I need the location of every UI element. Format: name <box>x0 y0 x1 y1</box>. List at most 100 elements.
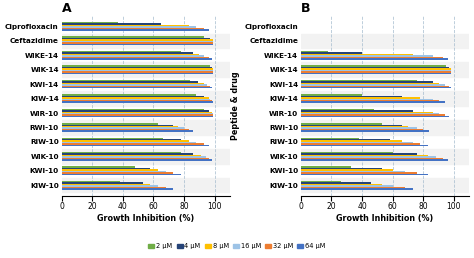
Bar <box>62 159 212 161</box>
Bar <box>62 101 213 103</box>
Bar <box>301 81 432 83</box>
Bar <box>62 51 181 52</box>
Bar <box>301 149 469 164</box>
Bar <box>62 174 181 175</box>
Y-axis label: Peptide & drug: Peptide & drug <box>0 71 1 140</box>
Bar <box>62 39 213 41</box>
Bar <box>301 172 417 174</box>
Bar <box>62 127 184 129</box>
Bar <box>62 152 181 154</box>
Bar <box>62 155 201 156</box>
Bar <box>301 86 449 87</box>
Bar <box>62 55 204 57</box>
Bar <box>62 110 209 111</box>
Bar <box>301 126 408 127</box>
Bar <box>301 184 382 185</box>
Bar <box>62 145 209 146</box>
Bar <box>301 178 469 192</box>
Bar <box>62 129 189 130</box>
Bar <box>301 51 328 52</box>
Bar <box>62 143 204 145</box>
Bar <box>62 182 143 184</box>
Bar <box>301 54 412 55</box>
Bar <box>62 154 193 155</box>
Y-axis label: Peptide & drug: Peptide & drug <box>231 71 240 140</box>
Bar <box>301 185 392 187</box>
Bar <box>301 171 405 172</box>
Bar <box>301 96 402 97</box>
Bar <box>301 34 469 48</box>
Bar <box>301 110 412 111</box>
Bar <box>62 96 204 97</box>
Bar <box>301 182 371 184</box>
Bar <box>301 155 428 156</box>
Bar <box>301 174 428 175</box>
Bar <box>301 130 429 132</box>
Bar <box>301 91 469 106</box>
Bar <box>301 166 351 168</box>
Bar <box>62 178 230 192</box>
Bar <box>62 72 213 74</box>
Bar <box>301 187 405 188</box>
X-axis label: Growth Inhibition (%): Growth Inhibition (%) <box>97 214 194 223</box>
Bar <box>62 86 210 87</box>
Bar <box>301 67 449 68</box>
Bar <box>62 120 230 135</box>
Bar <box>301 181 341 182</box>
Bar <box>301 156 436 158</box>
Bar <box>301 101 445 103</box>
Bar <box>301 113 438 114</box>
Bar <box>301 145 428 146</box>
Bar <box>301 62 469 77</box>
Bar <box>62 141 189 142</box>
Bar <box>62 71 213 72</box>
Bar <box>62 171 166 172</box>
Bar <box>62 170 158 171</box>
Bar <box>62 22 118 23</box>
Bar <box>62 168 150 169</box>
Bar <box>301 125 402 126</box>
Bar <box>62 52 193 54</box>
Bar <box>62 87 212 88</box>
Bar <box>62 166 135 168</box>
Bar <box>301 143 420 145</box>
Bar <box>62 112 212 113</box>
Bar <box>301 142 412 143</box>
Bar <box>301 70 451 71</box>
Bar <box>62 67 212 68</box>
Bar <box>62 100 212 101</box>
Bar <box>301 68 451 70</box>
Bar <box>62 80 190 81</box>
Bar <box>301 94 362 96</box>
Bar <box>62 81 198 83</box>
Bar <box>62 68 213 70</box>
Bar <box>62 58 212 60</box>
Bar <box>62 116 213 117</box>
Bar <box>62 44 213 45</box>
Bar <box>301 97 420 99</box>
Bar <box>301 115 445 116</box>
Bar <box>62 142 196 143</box>
Legend: 2 μM, 4 μM, 8 μM, 16 μM, 32 μM, 64 μM: 2 μM, 4 μM, 8 μM, 16 μM, 32 μM, 64 μM <box>146 241 328 252</box>
Bar <box>62 97 209 99</box>
Bar <box>62 113 213 114</box>
Bar <box>62 26 196 28</box>
Bar <box>62 54 200 55</box>
Bar <box>301 109 374 110</box>
Bar <box>62 109 204 110</box>
Bar <box>62 34 230 48</box>
Bar <box>62 149 230 164</box>
X-axis label: Growth Inhibition (%): Growth Inhibition (%) <box>337 214 434 223</box>
Bar <box>62 138 163 139</box>
Bar <box>301 84 445 85</box>
Bar <box>62 130 193 132</box>
Bar <box>301 141 402 142</box>
Bar <box>62 139 181 140</box>
Bar <box>62 83 204 84</box>
Bar <box>62 99 210 100</box>
Bar <box>301 152 392 154</box>
Bar <box>301 139 390 140</box>
Bar <box>301 127 417 129</box>
Bar <box>62 123 158 125</box>
Bar <box>301 112 432 113</box>
